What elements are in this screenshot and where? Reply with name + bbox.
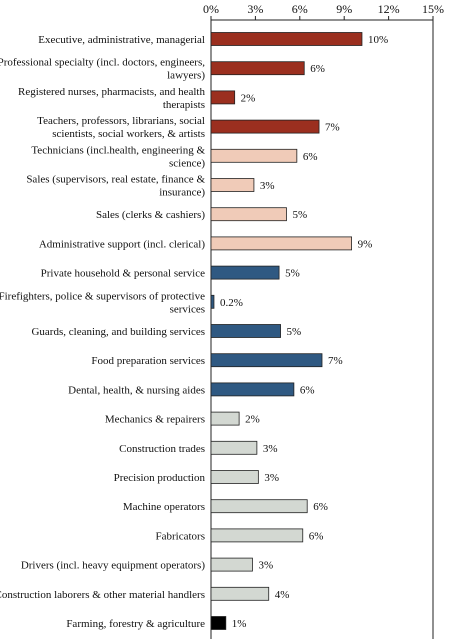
category-label: Farming, forestry & agriculture — [66, 618, 205, 630]
data-label: 1% — [232, 618, 247, 630]
bar — [210, 382, 295, 397]
bar — [210, 557, 253, 572]
bar — [210, 470, 259, 484]
bar — [210, 90, 236, 105]
category-label: therapists — [163, 99, 205, 111]
data-label: 9% — [358, 238, 373, 250]
x-axis-ticks: 0% 3% 6% 9% 12% 15% — [203, 2, 444, 20]
bar — [210, 32, 363, 46]
data-label: 2% — [241, 92, 256, 104]
data-label: 2% — [245, 414, 260, 426]
bar — [210, 294, 215, 309]
category-label: Construction trades — [119, 443, 205, 455]
category-label: Construction laborers & other material h… — [0, 589, 205, 601]
category-label: Food preparation services — [91, 355, 205, 367]
bar — [210, 207, 287, 222]
data-label: 6% — [300, 384, 315, 396]
category-label: Executive, administrative, managerial — [38, 34, 205, 46]
category-label: Mechanics & repairers — [105, 414, 205, 426]
data-label: 6% — [310, 63, 325, 75]
category-label: Dental, health, & nursing aides — [68, 384, 205, 396]
category-label: Sales (clerks & cashiers) — [96, 209, 205, 221]
x-tick-label: 3% — [247, 2, 263, 16]
data-label: 7% — [328, 355, 343, 367]
bar — [210, 178, 255, 192]
data-label: 5% — [287, 326, 302, 338]
category-label: Guards, cleaning, and building services — [31, 326, 205, 338]
category-label: lawyers) — [167, 70, 205, 82]
data-label: 3% — [260, 180, 275, 192]
category-label: Private household & personal service — [41, 268, 205, 280]
category-labels: Executive, administrative, managerial Pro… — [0, 34, 205, 630]
bar — [210, 236, 353, 251]
bar — [210, 353, 323, 368]
category-label: scientists, social workers, & artists — [52, 128, 205, 140]
data-label: 3% — [263, 443, 278, 455]
bar — [210, 499, 308, 514]
x-tick-label: 0% — [203, 2, 219, 16]
bar — [210, 119, 320, 134]
category-label: Drivers (incl. heavy equipment operators… — [21, 560, 206, 572]
x-tick-label: 6% — [292, 2, 308, 16]
category-label: Sales (supervisors, real estate, finance… — [26, 174, 205, 186]
data-label: 10% — [368, 34, 388, 46]
bar — [210, 411, 240, 426]
category-label: Machine operators — [123, 501, 205, 513]
category-label: Administrative support (incl. clerical) — [39, 238, 206, 250]
data-label: 5% — [292, 209, 307, 221]
bar — [210, 148, 298, 163]
x-tick-label: 15% — [422, 2, 444, 16]
data-label: 3% — [258, 560, 273, 572]
bar — [210, 61, 305, 76]
category-label: Professional specialty (incl. doctors, e… — [0, 57, 205, 69]
x-tick-label: 12% — [378, 2, 400, 16]
category-label: Teachers, professors, librarians, social — [37, 115, 205, 127]
category-label: science) — [169, 157, 205, 169]
bar — [210, 440, 258, 455]
data-label: 3% — [264, 472, 279, 484]
bars-group — [210, 32, 363, 630]
category-label: Fabricators — [156, 530, 205, 542]
category-label: insurance) — [159, 187, 205, 199]
data-label: 5% — [285, 268, 300, 280]
data-labels: 10% 6% 2% 7% 6% 3% 5% 9% 5% 0.2% 5% 7% 6% 2% 3% 3% 6% 6% 3… — [220, 34, 388, 630]
data-label: 6% — [313, 501, 328, 513]
bar — [210, 265, 280, 280]
category-label: Firefighters, police & supervisors of pr… — [0, 290, 205, 302]
category-label: services — [170, 303, 205, 315]
bar — [210, 324, 281, 338]
data-label: 0.2% — [220, 297, 243, 309]
bar — [210, 616, 227, 630]
data-label: 4% — [275, 589, 290, 601]
category-label: Technicians (incl.health, engineering & — [31, 144, 205, 156]
x-tick-label: 9% — [336, 2, 352, 16]
data-label: 7% — [325, 122, 340, 134]
bar — [210, 528, 304, 543]
data-label: 6% — [309, 530, 324, 542]
data-label: 6% — [303, 151, 318, 163]
bar — [210, 586, 270, 601]
category-label: Precision production — [114, 472, 206, 484]
category-label: Registered nurses, pharmacists, and heal… — [18, 86, 205, 98]
